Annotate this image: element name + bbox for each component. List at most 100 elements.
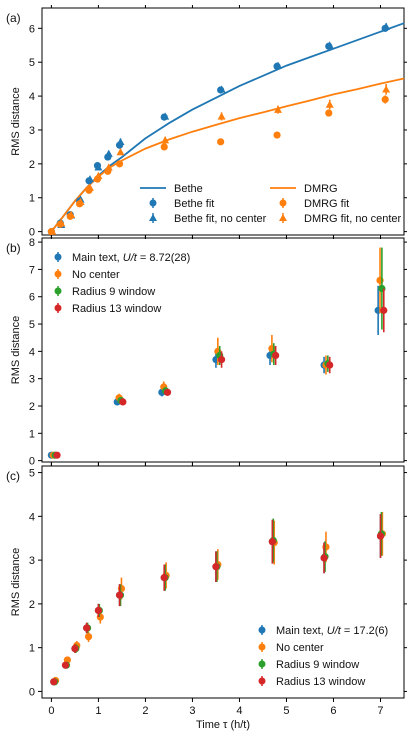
data-point <box>268 538 276 546</box>
data-point <box>376 532 385 540</box>
data-point <box>115 591 124 599</box>
x-axis-label: Time τ (h/t) <box>196 719 250 731</box>
legend-circle-swatch <box>149 199 157 207</box>
data-point <box>83 624 91 632</box>
data-point <box>61 661 70 669</box>
y-tick-label: 7 <box>29 264 35 276</box>
y-tick-label: 2 <box>29 401 35 413</box>
data-point-triangle <box>57 219 66 227</box>
legend-circle-swatch <box>54 270 62 278</box>
data-point <box>53 451 61 459</box>
line-orange <box>50 77 405 233</box>
legend-label: Main text, U/t = 8.72(28) <box>72 252 190 264</box>
legend-label-part: Main text, <box>276 625 327 637</box>
legend-label-part: = 17.2(6) <box>341 625 388 637</box>
data-point <box>160 143 168 151</box>
line-blue <box>50 22 405 233</box>
panel-a: (a) 0 1 2 3 4 5 6 RMS distance Bethe Bethe fit Beth… <box>6 5 407 239</box>
data-point <box>217 355 226 364</box>
legend-circle-swatch <box>258 643 266 651</box>
data-point <box>212 563 220 571</box>
data-point-triangle <box>116 147 125 156</box>
legend-label-part: = 8.72(28) <box>137 252 191 264</box>
y-tick-label: 1 <box>29 193 35 205</box>
data-point-triangle <box>48 227 57 235</box>
data-point-triangle <box>104 163 113 171</box>
panel-label: (c) <box>6 469 20 483</box>
legend-label: Radius 13 window <box>72 303 161 315</box>
plot-frame <box>41 237 405 463</box>
data-point <box>381 95 389 104</box>
y-tick-label: 2 <box>29 159 35 171</box>
data-point-triangle <box>382 22 391 30</box>
data-point-triangle <box>85 175 94 183</box>
y-tick-label: 8 <box>29 237 35 249</box>
data-point <box>272 351 280 360</box>
legend-circle-swatch <box>258 626 266 634</box>
data-point <box>217 138 225 146</box>
data-point <box>273 131 281 139</box>
y-tick-label: 4 <box>29 346 35 358</box>
legend-label: No center <box>72 269 120 281</box>
legend-label: Radius 9 window <box>72 286 155 298</box>
y-tick-label: 4 <box>29 91 35 103</box>
panel-label: (b) <box>6 241 21 255</box>
legend-label: No center <box>276 642 324 654</box>
data-point <box>325 109 333 117</box>
x-tick-label: 4 <box>236 705 242 717</box>
y-tick-label: 2 <box>29 599 35 611</box>
data-point-triangle <box>104 149 113 157</box>
legend-label: DMRG fit <box>304 198 349 210</box>
y-tick-label: 6 <box>29 292 35 304</box>
y-tick-label: 0 <box>29 456 35 468</box>
y-tick-label: 3 <box>29 374 35 386</box>
legend-circle-swatch <box>54 287 62 295</box>
legend-label-part: Main text, <box>72 252 123 264</box>
data-point <box>380 306 388 314</box>
x-tick-label: 0 <box>48 705 54 717</box>
legend-circle-swatch <box>54 304 62 312</box>
data-point-triangle <box>76 197 85 205</box>
legend-label-part: U/t <box>123 252 138 264</box>
x-tick-label: 6 <box>330 705 336 717</box>
data-point <box>326 361 334 369</box>
y-tick-label: 4 <box>29 511 35 523</box>
panel-c: (c) 0 1 2 3 4 5 0 1 2 3 4 5 6 7 RMS distance Time τ (h/t… <box>6 463 407 731</box>
data-point-triangle <box>325 100 334 108</box>
data-point-triangle <box>274 61 283 69</box>
data-point-triangle <box>382 85 391 93</box>
x-tick-label: 3 <box>189 705 195 717</box>
y-tick-label: 5 <box>29 319 35 331</box>
legend-triangle-swatch <box>279 214 287 221</box>
data-point <box>115 160 124 168</box>
legend-label: Bethe fit, no center <box>174 213 267 225</box>
x-tick-label: 2 <box>142 705 148 717</box>
data-point <box>320 554 328 562</box>
data-point-triangle <box>94 163 103 171</box>
y-tick-label: 0 <box>29 227 35 239</box>
data-point-triangle <box>274 105 283 113</box>
data-point <box>84 633 93 641</box>
plot-frame <box>41 7 405 236</box>
legend-label: Bethe fit <box>174 198 214 210</box>
x-tick-label: 7 <box>377 705 383 717</box>
y-tick-label: 0 <box>29 686 35 698</box>
plot-frame <box>41 465 405 699</box>
y-tick-label: 3 <box>29 555 35 567</box>
data-point-triangle <box>67 210 76 218</box>
y-tick-label: 1 <box>29 428 35 440</box>
y-tick-label: 5 <box>29 468 35 480</box>
data-point <box>71 644 79 653</box>
data-point-triangle <box>94 171 103 179</box>
y-tick-label: 5 <box>29 57 35 69</box>
panel-b: (b) 0 1 2 3 4 5 6 7 8 RMS distance Main text, U/t =… <box>6 235 407 468</box>
x-tick-label: 1 <box>95 705 101 717</box>
legend-circle-swatch <box>258 660 266 668</box>
data-point-triangle <box>85 183 94 191</box>
data-point-triangle <box>325 41 334 49</box>
legend-circle-swatch <box>279 199 287 207</box>
data-point-triangle <box>161 112 170 120</box>
x-tick-label: 5 <box>283 705 289 717</box>
legend-label: DMRG <box>304 183 338 195</box>
